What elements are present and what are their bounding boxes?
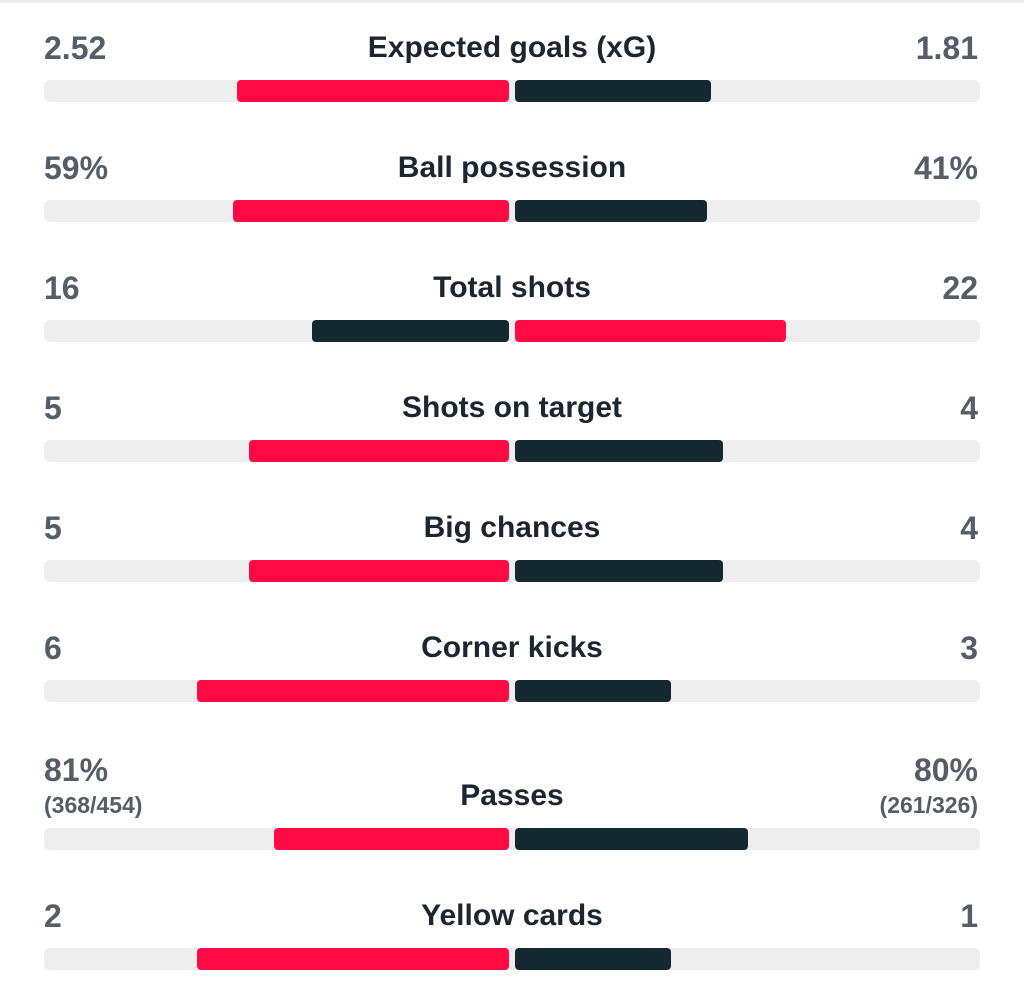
stat-label: Expected goals (xG) <box>367 31 657 64</box>
away-value: 80% <box>913 752 978 788</box>
stat-bar-track <box>44 948 980 970</box>
stat-row-shots-on-target: 5 Shots on target 4 <box>0 386 1024 496</box>
away-value: 1.81 <box>915 30 978 66</box>
stat-label: Total shots <box>433 271 591 304</box>
away-bar <box>515 948 671 970</box>
home-bar <box>237 80 509 102</box>
away-value: 4 <box>960 510 978 546</box>
stat-label: Yellow cards <box>421 899 603 932</box>
home-bar <box>197 948 509 970</box>
home-bar <box>274 828 509 850</box>
top-divider <box>0 0 1024 3</box>
home-value: 6 <box>44 630 62 666</box>
stat-label: Ball possession <box>397 151 627 184</box>
stat-label: Shots on target <box>401 391 622 424</box>
stat-bar-track <box>44 440 980 462</box>
stat-row-ball-possession: 59% Ball possession 41% <box>0 146 1024 256</box>
stat-bar-track <box>44 680 980 702</box>
stat-row-expected-goals: 2.52 Expected goals (xG) 1.81 <box>0 26 1024 136</box>
home-value: 81% <box>44 752 109 788</box>
home-bar <box>233 200 509 222</box>
away-value: 22 <box>942 270 978 306</box>
stat-row-big-chances: 5 Big chances 4 <box>0 506 1024 616</box>
away-value: 3 <box>960 630 978 666</box>
home-value: 16 <box>44 270 80 306</box>
away-value: 41% <box>913 150 978 186</box>
home-bar <box>249 560 509 582</box>
away-passes-detail: (261/326) <box>879 792 978 818</box>
home-value: 5 <box>44 390 62 426</box>
stat-row-passes: 81% (368/454) Passes 80% (261/326) <box>0 748 1024 878</box>
away-bar <box>515 200 707 222</box>
home-bar <box>249 440 509 462</box>
stat-row-corner-kicks: 6 Corner kicks 3 <box>0 626 1024 736</box>
home-value: 59% <box>44 150 109 186</box>
stat-row-total-shots: 16 Total shots 22 <box>0 266 1024 376</box>
away-bar <box>515 828 748 850</box>
home-value: 5 <box>44 510 62 546</box>
stat-label: Passes <box>460 779 564 812</box>
home-bar <box>197 680 509 702</box>
stat-label: Big chances <box>423 511 601 544</box>
stat-bar-track <box>44 560 980 582</box>
home-value: 2 <box>44 898 62 934</box>
stat-bar-track <box>44 80 980 102</box>
stat-row-yellow-cards: 2 Yellow cards 1 <box>0 894 1024 1004</box>
stat-bar-track <box>44 828 980 850</box>
away-value: 1 <box>960 898 978 934</box>
away-bar <box>515 80 711 102</box>
away-bar <box>515 680 671 702</box>
away-bar <box>515 560 723 582</box>
stat-bar-track <box>44 200 980 222</box>
stat-bar-track <box>44 320 980 342</box>
home-bar <box>312 320 509 342</box>
home-value: 2.52 <box>44 30 107 66</box>
away-value: 4 <box>960 390 978 426</box>
away-bar <box>515 320 786 342</box>
stat-label: Corner kicks <box>421 631 603 664</box>
away-bar <box>515 440 723 462</box>
home-passes-detail: (368/454) <box>44 792 143 818</box>
